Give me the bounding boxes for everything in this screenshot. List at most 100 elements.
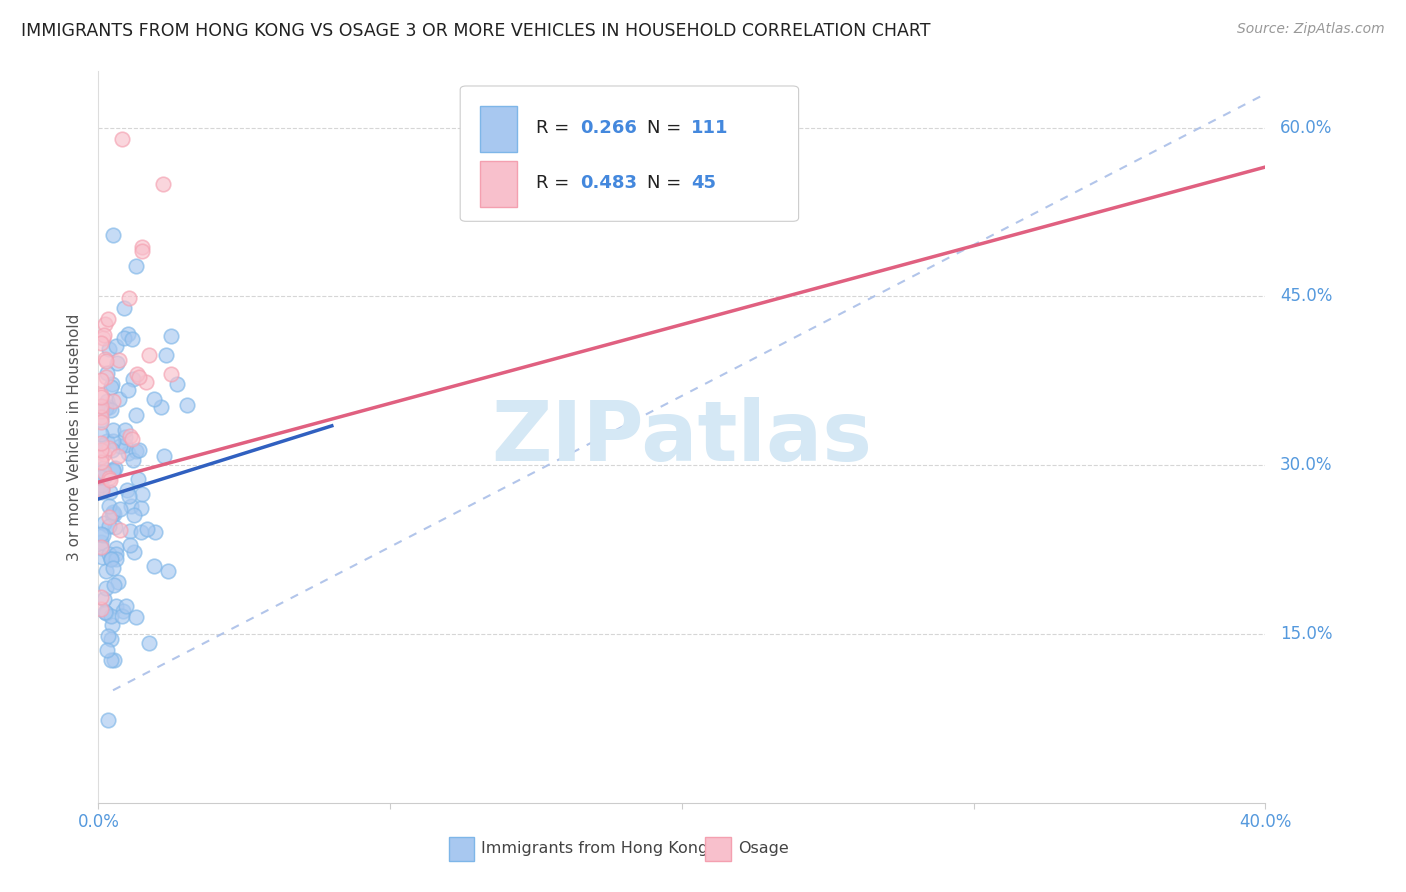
Point bbox=[93, 328, 115, 343]
Point bbox=[127, 367, 149, 381]
Point bbox=[90, 478, 112, 492]
Point bbox=[98, 519, 121, 533]
Point bbox=[94, 606, 117, 620]
Point bbox=[90, 442, 112, 457]
Point bbox=[103, 393, 125, 408]
Text: 111: 111 bbox=[692, 119, 728, 136]
Point bbox=[103, 578, 125, 592]
Point bbox=[98, 343, 121, 357]
Point bbox=[104, 339, 127, 353]
Point bbox=[108, 439, 131, 453]
Point bbox=[101, 463, 124, 477]
Point bbox=[112, 604, 135, 618]
Point bbox=[138, 348, 160, 362]
Point bbox=[94, 352, 117, 367]
Point bbox=[112, 301, 135, 316]
Point bbox=[128, 369, 150, 384]
Point bbox=[112, 330, 135, 344]
Point bbox=[128, 443, 150, 458]
Text: 0.483: 0.483 bbox=[581, 174, 637, 193]
Point bbox=[90, 450, 112, 465]
Point bbox=[90, 485, 112, 500]
Point bbox=[114, 430, 136, 444]
Point bbox=[118, 524, 141, 538]
Text: Osage: Osage bbox=[738, 840, 789, 855]
Point bbox=[94, 582, 117, 596]
Point bbox=[90, 527, 112, 541]
Point bbox=[124, 408, 146, 422]
Point bbox=[131, 244, 153, 259]
Point bbox=[122, 545, 145, 559]
Point bbox=[143, 525, 166, 540]
Point bbox=[110, 523, 132, 537]
Point bbox=[111, 608, 134, 623]
Point bbox=[93, 465, 115, 479]
Point bbox=[101, 507, 124, 521]
Point bbox=[122, 508, 145, 522]
Point bbox=[97, 470, 120, 484]
Point bbox=[90, 549, 112, 564]
Point bbox=[121, 453, 143, 467]
Point bbox=[107, 575, 129, 590]
Point bbox=[101, 227, 124, 242]
Point bbox=[131, 525, 153, 540]
Point bbox=[108, 392, 131, 406]
Point bbox=[125, 259, 148, 273]
Point bbox=[107, 450, 129, 464]
Point bbox=[101, 423, 124, 437]
Point bbox=[101, 618, 124, 632]
Point bbox=[136, 522, 159, 536]
Point bbox=[101, 377, 124, 392]
Point bbox=[96, 394, 118, 409]
Text: 45: 45 bbox=[692, 174, 716, 193]
Point bbox=[114, 438, 136, 452]
Point bbox=[152, 177, 174, 191]
FancyBboxPatch shape bbox=[449, 838, 474, 862]
Point bbox=[90, 445, 112, 459]
Point bbox=[97, 311, 120, 326]
Point bbox=[101, 443, 124, 458]
Point bbox=[96, 366, 118, 380]
Point bbox=[90, 470, 112, 484]
Point bbox=[94, 317, 117, 331]
Point bbox=[93, 447, 115, 461]
Point bbox=[131, 487, 153, 501]
Point bbox=[96, 642, 118, 657]
Point bbox=[90, 336, 112, 351]
Point bbox=[115, 599, 138, 614]
Point bbox=[157, 564, 180, 578]
Text: ZIPatlas: ZIPatlas bbox=[492, 397, 872, 477]
FancyBboxPatch shape bbox=[706, 838, 731, 862]
Point bbox=[103, 652, 125, 666]
Point bbox=[100, 403, 122, 417]
Point bbox=[98, 485, 121, 500]
Point bbox=[90, 373, 112, 387]
Y-axis label: 3 or more Vehicles in Household: 3 or more Vehicles in Household bbox=[67, 313, 83, 561]
Point bbox=[103, 508, 125, 522]
Point bbox=[100, 552, 122, 566]
Point bbox=[118, 489, 141, 503]
Point bbox=[93, 606, 115, 620]
Text: 30.0%: 30.0% bbox=[1279, 456, 1333, 475]
Point bbox=[160, 368, 183, 382]
Text: 0.266: 0.266 bbox=[581, 119, 637, 136]
Point bbox=[100, 551, 122, 566]
Point bbox=[104, 552, 127, 566]
Point bbox=[120, 429, 142, 443]
Point bbox=[129, 501, 152, 516]
Point bbox=[155, 348, 177, 362]
FancyBboxPatch shape bbox=[479, 161, 517, 207]
Point bbox=[90, 591, 112, 605]
Point bbox=[90, 601, 112, 615]
Point bbox=[90, 400, 112, 414]
Point bbox=[105, 599, 128, 614]
Text: R =: R = bbox=[536, 174, 575, 193]
Point bbox=[118, 538, 141, 552]
Point bbox=[93, 516, 115, 530]
Point bbox=[108, 352, 131, 367]
Point bbox=[94, 354, 117, 368]
Point bbox=[90, 390, 112, 404]
Point bbox=[90, 409, 112, 424]
Point bbox=[114, 423, 136, 437]
Point bbox=[90, 541, 112, 555]
